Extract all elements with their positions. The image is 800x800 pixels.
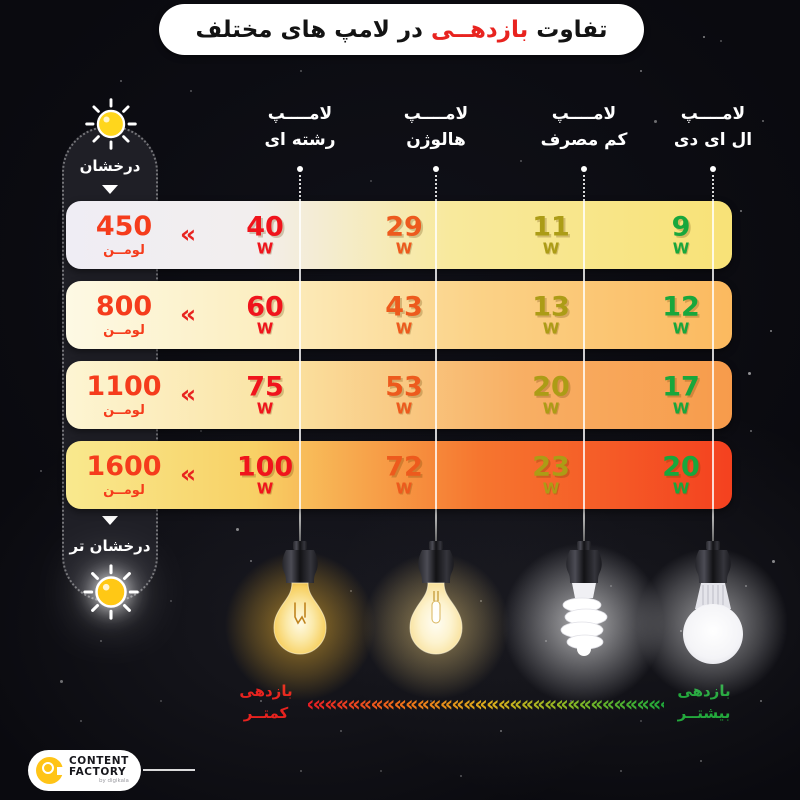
brightness-label-top: درخشان: [79, 157, 141, 175]
watt-value: 13 W: [532, 291, 570, 338]
watt-value: 40 W: [246, 211, 284, 258]
star-field-bright: [0, 0, 3, 3]
lumen-row-1100: 1100 لومــن « 75 W 53 W 20 W 17 W: [66, 361, 732, 429]
title-banner: تفاوت بازدهــی در لامپ های مختلف: [159, 4, 644, 55]
guide-dot: [581, 166, 587, 172]
title-part2: در لامپ های مختلف: [195, 16, 423, 43]
column-header-incandescent: لامــــپ رشته ای: [264, 104, 336, 151]
triangle-down-icon: [102, 516, 118, 525]
watt-value: 60 W: [246, 291, 284, 338]
title-highlight: بازدهــی: [430, 16, 529, 43]
guide-dotted-line: [299, 175, 301, 201]
chevron-left-icon: «: [180, 459, 197, 489]
lumen-label: 800 لومــن: [95, 290, 153, 338]
lamp-wire: [712, 509, 714, 545]
logo-divider-line: [143, 769, 195, 771]
lumen-row-800: 800 لومــن « 60 W 43 W 13 W 12 W: [66, 281, 732, 349]
guide-dot: [433, 166, 439, 172]
lumen-label: 450 لومــن: [95, 210, 153, 258]
lumen-row-1600: 1600 لومــن « 100 W 72 W 23 W 20 W: [66, 441, 732, 509]
column-header-halogen: لامــــپ هالوژن: [403, 104, 469, 151]
watt-value: 20 W: [662, 451, 700, 498]
watt-value: 53 W: [385, 371, 423, 418]
lumen-label: 1600 لومــن: [86, 450, 162, 498]
watt-value: 100 W: [236, 451, 294, 498]
watt-value: 29 W: [385, 211, 423, 258]
guide-line: [435, 201, 437, 509]
brightness-label-bottom: درخشان تر: [69, 537, 151, 555]
incandescent-bulb: [273, 541, 327, 655]
watt-value: 75 W: [246, 371, 284, 418]
lamp-wire: [299, 509, 301, 545]
watt-value: 23 W: [532, 451, 570, 498]
guide-dot: [710, 166, 716, 172]
triangle-down-icon: [102, 185, 118, 194]
cfl-spiral-bulb: [560, 541, 608, 656]
watt-value: 43 W: [385, 291, 423, 338]
watt-value: 12 W: [662, 291, 700, 338]
guide-dotted-line: [712, 175, 714, 201]
chevron-left-icon: «: [180, 299, 197, 329]
lamp-wire: [435, 509, 437, 545]
chevron-left-icon: «: [180, 219, 197, 249]
guide-dot: [297, 166, 303, 172]
watt-value: 17 W: [662, 371, 700, 418]
halogen-bulb: [409, 541, 463, 655]
column-header-led: لامــــپ ال ای دی: [673, 104, 753, 151]
guide-line: [712, 201, 714, 509]
title-part1: تفاوت: [536, 16, 608, 43]
chevron-left-icon: «: [180, 379, 197, 409]
glowing-sun-icon: [83, 564, 139, 620]
lamp-wire: [583, 509, 585, 545]
guide-line: [583, 201, 585, 509]
watt-value: 20 W: [532, 371, 570, 418]
led-bulb: [683, 541, 743, 664]
content-factory-logo-icon: [36, 757, 65, 784]
watt-value: 72 W: [385, 451, 423, 498]
guide-dotted-line: [583, 175, 585, 201]
lumen-label: 1100 لومــن: [86, 370, 162, 418]
content-factory-logo: CONTENT FACTORY by digikala: [28, 750, 141, 791]
guide-dotted-line: [435, 175, 437, 201]
sun-icon: [85, 98, 137, 150]
guide-line: [299, 201, 301, 509]
watt-value: 11 W: [532, 211, 570, 258]
column-header-cfl: لامــــپ کم مصرف: [540, 104, 628, 151]
